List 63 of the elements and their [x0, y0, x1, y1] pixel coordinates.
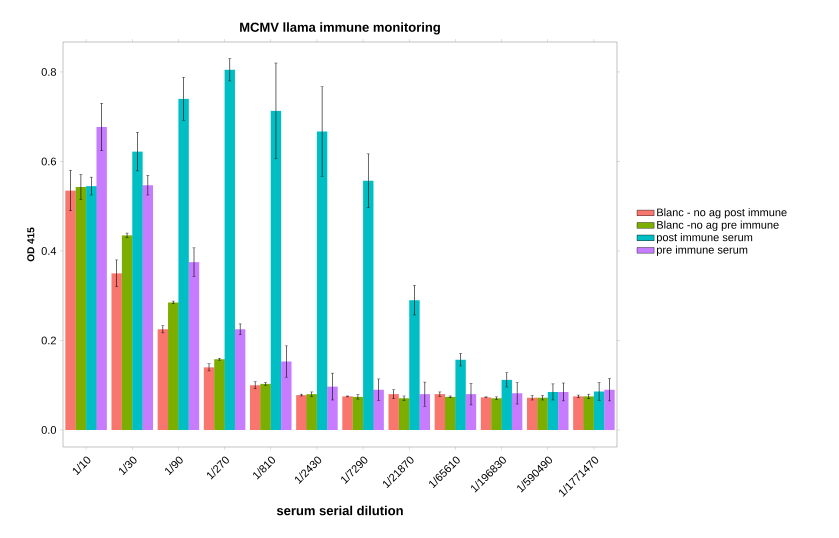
x-axis-title: serum serial dilution — [276, 506, 403, 516]
bar — [548, 392, 558, 430]
bar — [573, 396, 584, 430]
bar — [316, 132, 328, 430]
bar — [178, 98, 189, 430]
bar — [342, 396, 353, 430]
bar — [434, 394, 446, 430]
y-tick-label: 0.0 — [42, 426, 56, 434]
x-tick-label: 1/30 — [119, 456, 137, 476]
bar — [158, 329, 168, 430]
bar — [234, 329, 246, 430]
bar — [224, 70, 235, 430]
legend-label: Blanc - no ag post immune — [657, 208, 787, 218]
bar — [537, 398, 548, 430]
legend-label: pre immune serum — [656, 246, 748, 256]
bar — [132, 152, 143, 430]
y-tick-label: 0.2 — [42, 336, 56, 344]
y-tick-label: 0.8 — [42, 68, 56, 76]
bar — [281, 362, 292, 430]
y-axis-title: OD 415 — [27, 228, 34, 262]
bar — [260, 384, 271, 430]
bar — [188, 262, 200, 430]
bar — [526, 398, 538, 430]
x-tick-label: 1/90 — [165, 456, 183, 476]
bar — [594, 392, 604, 430]
chart-title: MCMV llama immune monitoring — [240, 22, 440, 34]
bar — [86, 186, 96, 430]
bar — [420, 394, 430, 430]
bar — [142, 185, 154, 430]
y-tick-label: 0.4 — [42, 247, 56, 255]
bar — [111, 273, 122, 430]
bar — [296, 395, 307, 430]
legend-label: Blanc -no ag pre immune — [657, 220, 779, 231]
bar — [388, 394, 399, 430]
y-tick-label: 0.6 — [42, 158, 56, 166]
bar — [455, 360, 466, 430]
bar — [604, 390, 615, 430]
bar — [65, 190, 76, 430]
x-tick-label: 1/10 — [72, 456, 90, 476]
bar — [122, 235, 132, 430]
bar — [466, 394, 476, 430]
bar — [584, 396, 594, 430]
bar — [306, 394, 317, 430]
bar — [373, 390, 384, 430]
bar — [363, 180, 374, 430]
legend-label: post immune serum — [656, 233, 752, 244]
bar — [270, 110, 282, 430]
bar — [409, 300, 420, 430]
bar — [502, 380, 512, 430]
bar — [491, 398, 502, 430]
bar — [445, 396, 456, 430]
bar — [558, 392, 569, 430]
bar — [76, 186, 86, 430]
bar — [352, 396, 364, 430]
bar — [250, 385, 260, 430]
bar — [214, 359, 225, 430]
bar — [480, 397, 492, 430]
bar — [96, 127, 107, 430]
bar — [327, 386, 338, 430]
bar — [398, 398, 410, 430]
bar — [168, 302, 178, 430]
bar — [512, 393, 522, 430]
bar — [204, 367, 214, 430]
